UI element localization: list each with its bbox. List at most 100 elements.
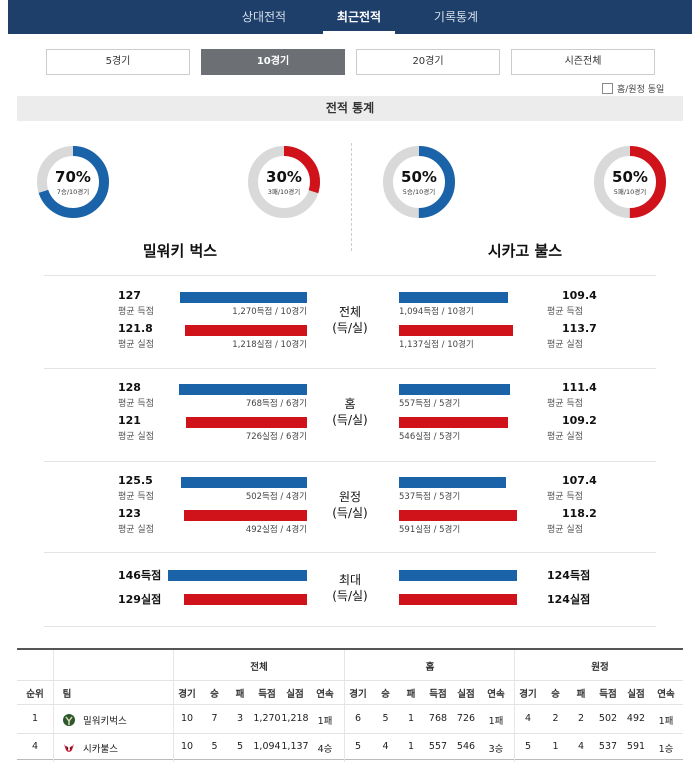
stat-cell: 2 [577, 713, 585, 724]
same-home-away-label: 홈/원정 동일 [617, 85, 665, 95]
stat-block-subtitle-label: (득/실) [332, 413, 368, 427]
away-avg-scored-note: 557득점 / 5경기 [399, 399, 461, 409]
stat-block-subtitle-label: (득/실) [332, 506, 368, 520]
donut-arc [383, 146, 455, 218]
home-avg-scored-bar [181, 477, 307, 488]
divider [44, 552, 656, 553]
home-avg-scored-label: 평균 득점 [118, 492, 154, 502]
away-avg-allowed-bar [399, 510, 517, 521]
away-avg-scored-bar [399, 384, 510, 395]
column-separator [514, 650, 515, 762]
range-season-button[interactable]: 시즌전체 [511, 49, 655, 75]
row-separator [17, 680, 683, 681]
range-20-games-button[interactable]: 20경기 [356, 49, 500, 75]
away-avg-scored-label: 평균 득점 [547, 492, 583, 502]
stat-cell: 1,137 [281, 741, 309, 752]
stat-cell: 5 [524, 741, 532, 752]
home-win-percent: 70% [55, 168, 91, 186]
tab-record-stats[interactable]: 기록통계 [433, 10, 479, 24]
top-navigation: 상대전적 최근전적 기록통계 [8, 0, 692, 34]
stat-cell: 1 [407, 713, 415, 724]
stat-cell: 4승 [317, 744, 333, 755]
stat-cell: 768 [428, 713, 448, 724]
away-avg-allowed-note: 591실점 / 5경기 [399, 525, 461, 535]
stat-cell: 3 [236, 713, 244, 724]
away-team-name: 시카고 불스 [487, 242, 563, 260]
column-header: 팀 [62, 689, 72, 700]
stat-cell: 4 [382, 741, 389, 752]
away-avg-allowed: 118.2 [562, 507, 597, 520]
away-max-scored-bar [399, 570, 517, 581]
away-loss-sub: 5패/10경기 [613, 188, 647, 196]
away-loss-donut: 50% 5패/10경기 [593, 145, 667, 219]
stat-cell: 502 [598, 713, 618, 724]
donut-arc [248, 146, 320, 218]
checkbox-box[interactable] [602, 83, 613, 94]
team-name-cell: 밀워키벅스 [83, 716, 127, 727]
column-header: 패 [576, 689, 586, 700]
range-10-games-button[interactable]: 10경기 [201, 49, 345, 75]
stat-cell: 2 [552, 713, 559, 724]
home-avg-scored-bar [179, 384, 307, 395]
away-avg-allowed-bar [399, 325, 513, 336]
stat-block-title-label: 원정 [338, 490, 362, 504]
column-separator [173, 650, 174, 762]
divider [44, 461, 656, 462]
stat-cell: 591 [626, 741, 646, 752]
donut-graphic [383, 146, 455, 218]
home-avg-allowed-note: 726실점 / 6경기 [245, 432, 307, 442]
home-avg-scored: 127 [118, 289, 141, 302]
home-avg-allowed-label: 평균 실점 [118, 525, 154, 535]
home-avg-scored: 125.5 [118, 474, 153, 487]
away-avg-scored-bar [399, 477, 506, 488]
away-avg-scored-label: 평균 득점 [547, 399, 583, 409]
column-header: 연속 [487, 689, 505, 700]
home-avg-allowed-label: 평균 실점 [118, 340, 154, 350]
away-avg-allowed-label: 평균 실점 [547, 525, 583, 535]
away-win-percent: 50% [401, 168, 437, 186]
row-separator [17, 733, 683, 734]
away-avg-allowed-label: 평균 실점 [547, 340, 583, 350]
column-separator [53, 650, 54, 762]
stat-cell: 10 [180, 741, 194, 752]
donut-arc [594, 146, 666, 218]
tab-head-to-head[interactable]: 상대전적 [241, 10, 287, 24]
stat-cell: 3승 [488, 744, 504, 755]
column-header: 승 [381, 689, 390, 700]
stat-cell: 1패 [488, 716, 504, 727]
max-title-label: 최대 [338, 573, 362, 587]
stat-cell: 1승 [658, 744, 674, 755]
home-avg-allowed: 121 [118, 414, 141, 427]
same-home-away-checkbox[interactable]: 홈/원정 동일 [602, 82, 664, 95]
home-avg-allowed-note: 1,218실점 / 10경기 [232, 340, 307, 350]
bulls-logo [62, 740, 76, 754]
home-avg-allowed: 123 [118, 507, 141, 520]
column-header: 득점 [429, 689, 447, 700]
away-loss-percent: 50% [612, 168, 648, 186]
home-team-name: 밀워키 벅스 [142, 242, 218, 260]
stat-cell: 1 [552, 741, 559, 752]
rank-cell: 1 [31, 713, 39, 724]
home-win-sub: 7승/10경기 [56, 188, 90, 196]
home-max-scored-bar [168, 570, 307, 581]
donut-graphic [37, 146, 109, 218]
tab-recent-record[interactable]: 최근전적 [323, 0, 395, 34]
away-max-allowed: 124실점 [547, 593, 591, 606]
away-avg-scored: 107.4 [562, 474, 597, 487]
column-separator [344, 650, 345, 762]
donut-arc [37, 146, 109, 218]
stat-block-subtitle-label: (득/실) [332, 321, 368, 335]
home-loss-sub: 3패/10경기 [267, 188, 301, 196]
stat-cell: 1,270 [253, 713, 281, 724]
stat-cell: 5 [382, 713, 389, 724]
rank-cell: 4 [31, 741, 39, 752]
team-name-cell: 시카불스 [83, 744, 118, 755]
away-avg-allowed: 109.2 [562, 414, 597, 427]
away-win-sub: 5승/10경기 [402, 188, 436, 196]
column-header: 패 [235, 689, 245, 700]
away-avg-scored-bar [399, 292, 508, 303]
stat-block-title-label: 전체 [338, 305, 362, 319]
range-5-games-button[interactable]: 5경기 [46, 49, 190, 75]
column-header: 실점 [457, 689, 475, 700]
stat-cell: 5 [236, 741, 244, 752]
